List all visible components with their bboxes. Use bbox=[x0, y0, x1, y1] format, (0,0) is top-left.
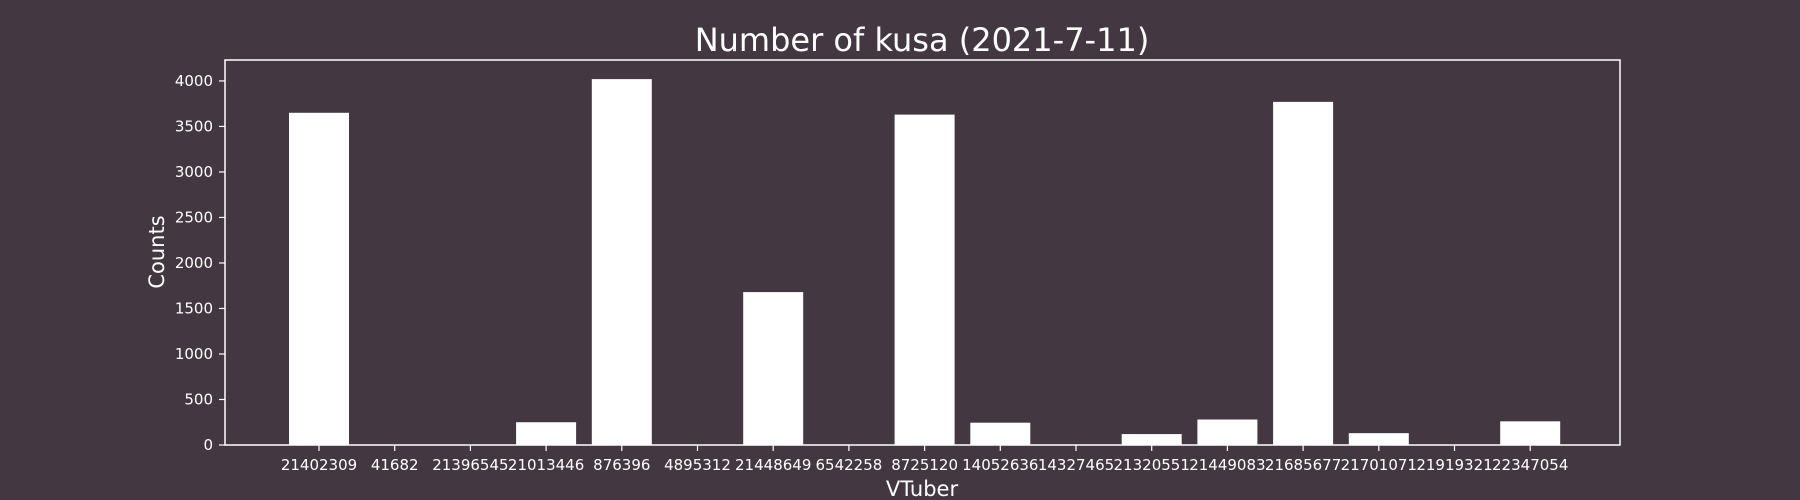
x-tick-label-21396545: 21396545 bbox=[432, 456, 508, 474]
y-tick-label-0: 0 bbox=[203, 436, 213, 454]
y-tick-label-3000: 3000 bbox=[175, 163, 213, 181]
x-axis: 21402309 41682 21396545 21013446 876396 48953… bbox=[281, 445, 1568, 474]
y-tick-label-2500: 2500 bbox=[175, 208, 213, 226]
y-tick-label-500: 500 bbox=[184, 390, 213, 408]
y-tick-label-2000: 2000 bbox=[175, 254, 213, 272]
y-tick-label-1500: 1500 bbox=[175, 299, 213, 317]
bar-876396 bbox=[591, 79, 652, 446]
x-tick-label-21320551: 21320551 bbox=[1114, 456, 1190, 474]
y-tick-label-3500: 3500 bbox=[175, 117, 213, 135]
x-tick-label-876396: 876396 bbox=[593, 456, 650, 474]
x-tick-label-41682: 41682 bbox=[371, 456, 419, 474]
bar-21320551 bbox=[1121, 434, 1182, 445]
y-axis-label: Counts bbox=[145, 215, 169, 288]
bar-21685677 bbox=[1273, 101, 1334, 445]
y-tick-label-4000: 4000 bbox=[175, 72, 213, 90]
x-tick-label-21402309: 21402309 bbox=[281, 456, 357, 474]
x-tick-label-21013446: 21013446 bbox=[508, 456, 584, 474]
x-tick-label-21701071: 21701071 bbox=[1341, 456, 1417, 474]
bar-8725120 bbox=[894, 114, 955, 446]
x-tick-label-22347054: 22347054 bbox=[1492, 456, 1568, 474]
bar-21013446 bbox=[516, 422, 577, 445]
x-tick-label-6542258: 6542258 bbox=[815, 456, 882, 474]
x-tick-label-4895312: 4895312 bbox=[664, 456, 731, 474]
bar-21402309 bbox=[289, 112, 349, 445]
bar-22347054 bbox=[1500, 421, 1561, 445]
bars-layer bbox=[289, 79, 1561, 446]
bar-21701071 bbox=[1348, 433, 1409, 445]
x-tick-label-8725120: 8725120 bbox=[891, 456, 958, 474]
x-tick-label-21919321: 21919321 bbox=[1416, 456, 1492, 474]
y-tick-label-1000: 1000 bbox=[175, 345, 213, 363]
y-axis: 0 500 1000 1500 2000 2500 3000 3500 4000 bbox=[175, 72, 225, 454]
x-tick-label-21448649: 21448649 bbox=[735, 456, 811, 474]
x-tick-label-21685677: 21685677 bbox=[1265, 456, 1341, 474]
x-tick-label-21449083: 21449083 bbox=[1189, 456, 1265, 474]
x-axis-label: VTuber bbox=[886, 477, 959, 500]
bar-14052636 bbox=[970, 422, 1031, 445]
bar-21449083 bbox=[1197, 419, 1258, 445]
bar-21448649 bbox=[743, 292, 804, 445]
x-tick-label-14052636: 14052636 bbox=[962, 456, 1038, 474]
x-tick-label-14327465: 14327465 bbox=[1038, 456, 1114, 474]
chart-title: Number of kusa (2021-7-11) bbox=[695, 21, 1150, 59]
